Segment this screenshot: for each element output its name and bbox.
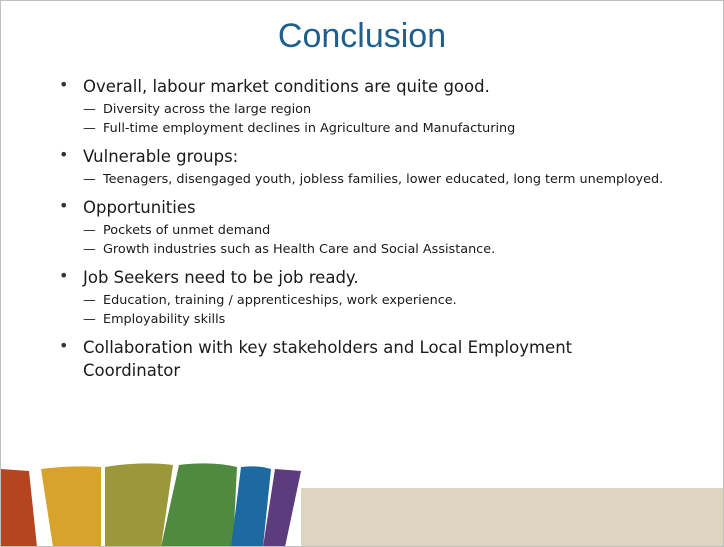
sub-list: Pockets of unmet demandGrowth industries… <box>83 221 667 259</box>
sub-list: Diversity across the large regionFull-ti… <box>83 100 667 138</box>
sub-bullet: Full-time employment declines in Agricul… <box>83 119 667 138</box>
sub-bullet: Teenagers, disengaged youth, jobless fam… <box>83 170 667 189</box>
bullet-item: Collaboration with key stakeholders and … <box>57 336 667 382</box>
bullet-text: Vulnerable groups: <box>83 145 667 168</box>
bullet-text: Opportunities <box>83 196 667 219</box>
bullet-text: Job Seekers need to be job ready. <box>83 266 667 289</box>
sub-bullet: Education, training / apprenticeships, w… <box>83 291 667 310</box>
bullet-item: OpportunitiesPockets of unmet demandGrow… <box>57 196 667 259</box>
bullet-text: Overall, labour market conditions are qu… <box>83 75 667 98</box>
sub-bullet: Growth industries such as Health Care an… <box>83 240 667 259</box>
slide-title: Conclusion <box>1 17 723 56</box>
bullet-item: Vulnerable groups: Teenagers, disengaged … <box>57 145 667 189</box>
bullet-list: Overall, labour market conditions are qu… <box>57 75 667 389</box>
sub-bullet: Employability skills <box>83 310 667 329</box>
footer-decoration <box>1 461 723 547</box>
bullet-item: Job Seekers need to be job ready. Educati… <box>57 266 667 329</box>
sub-bullet: Pockets of unmet demand <box>83 221 667 240</box>
sub-bullet: Diversity across the large region <box>83 100 667 119</box>
bullet-item: Overall, labour market conditions are qu… <box>57 75 667 138</box>
sub-list: Education, training / apprenticeships, w… <box>83 291 667 329</box>
sub-list: Teenagers, disengaged youth, jobless fam… <box>83 170 667 189</box>
slide: Conclusion Overall, labour market condit… <box>0 0 724 547</box>
bullet-text: Collaboration with key stakeholders and … <box>83 336 667 382</box>
